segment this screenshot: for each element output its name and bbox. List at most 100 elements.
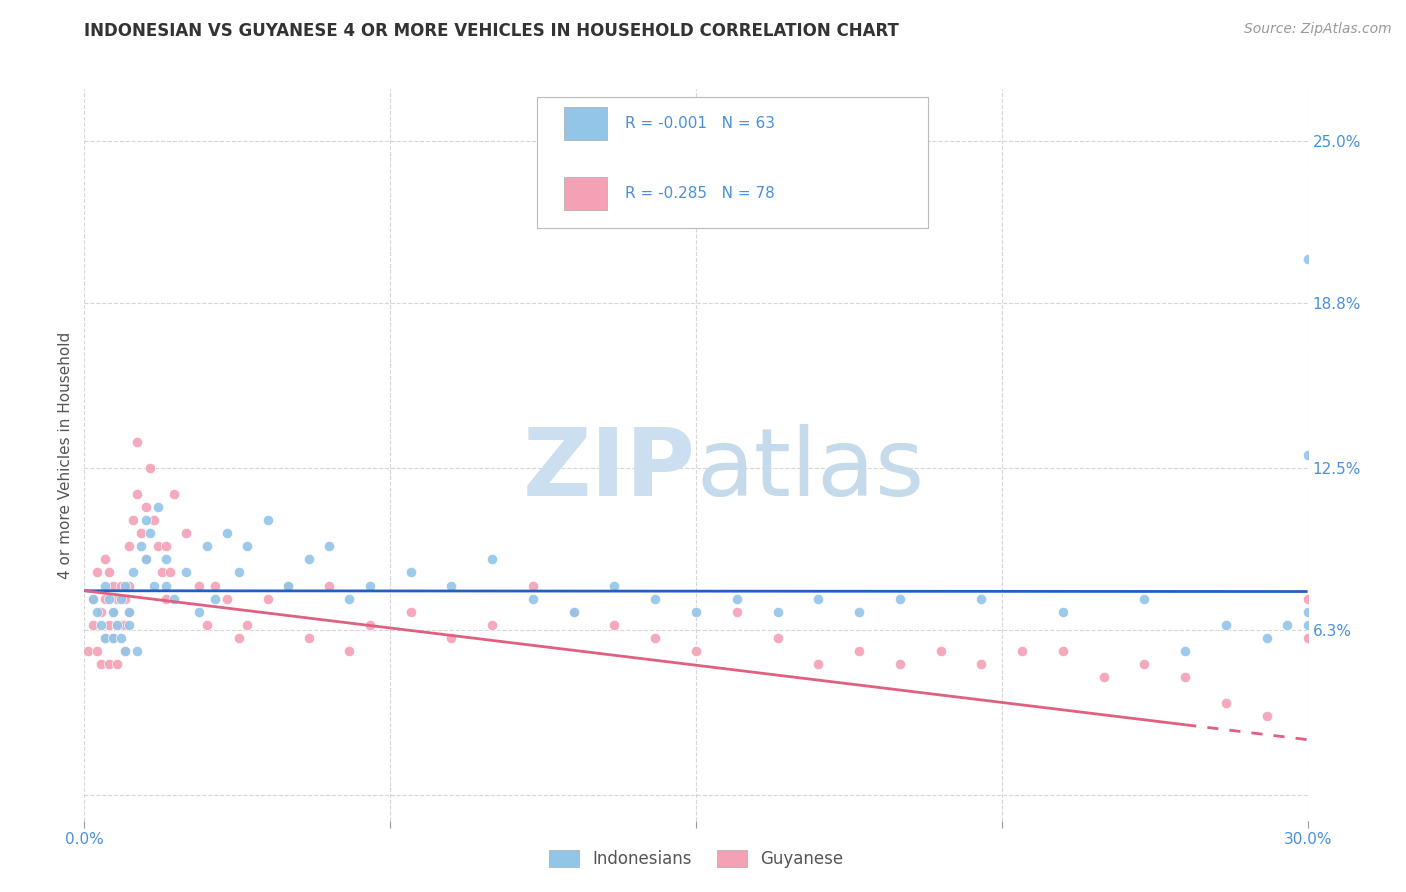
Point [131,539,153,553]
Point [118,539,141,553]
Point [257,513,280,527]
Point [1052,605,1074,619]
Point [138,526,160,541]
Point [228,566,250,580]
Point [86,566,108,580]
Point [122,566,145,580]
Point [522,591,544,606]
Point [114,578,136,592]
Point [1296,252,1319,266]
Point [359,578,381,592]
Point [766,605,789,619]
Text: Source: ZipAtlas.com: Source: ZipAtlas.com [1244,22,1392,37]
Point [93,631,115,645]
Bar [564,177,606,210]
Point [93,552,115,566]
Point [142,578,165,592]
Point [603,617,626,632]
Point [725,605,748,619]
Point [82,617,104,632]
Point [522,578,544,592]
Point [195,539,218,553]
Point [163,487,186,501]
Point [105,617,128,632]
Point [440,631,463,645]
Point [131,526,153,541]
Point [135,500,157,515]
Point [146,539,169,553]
Point [970,591,993,606]
Point [807,591,830,606]
Point [93,631,115,645]
Point [298,631,321,645]
Point [1296,591,1319,606]
Point [82,591,104,606]
Point [481,552,503,566]
Point [97,617,120,632]
Point [399,566,422,580]
Point [118,605,141,619]
Point [90,657,112,671]
Point [481,617,503,632]
Point [77,644,100,658]
Point [1174,644,1197,658]
Point [105,657,128,671]
Point [97,657,120,671]
Point [848,644,870,658]
Point [399,605,422,619]
Point [644,591,666,606]
Point [127,644,149,658]
Point [1296,617,1319,632]
Point [155,591,177,606]
Point [1296,605,1319,619]
Point [1256,709,1278,723]
Point [187,578,209,592]
Point [146,500,169,515]
Point [1215,696,1237,710]
Point [339,591,360,606]
Point [127,487,149,501]
Point [228,631,250,645]
Text: atlas: atlas [696,424,924,516]
Point [174,566,197,580]
Text: ZIP: ZIP [523,424,696,516]
Point [122,513,145,527]
Point [318,539,340,553]
Point [90,605,112,619]
Text: R = -0.001   N = 63: R = -0.001 N = 63 [626,117,775,131]
Point [118,578,141,592]
Point [1133,591,1156,606]
Point [97,566,120,580]
Point [440,578,463,592]
Point [97,591,120,606]
Point [174,526,197,541]
Point [105,591,128,606]
Point [1011,644,1033,658]
Text: R = -0.285   N = 78: R = -0.285 N = 78 [626,186,775,201]
Point [359,617,381,632]
FancyBboxPatch shape [537,96,928,228]
Point [562,605,585,619]
Point [127,434,149,449]
Point [1133,657,1156,671]
Point [257,591,280,606]
Point [1277,617,1299,632]
Point [110,617,132,632]
Point [766,631,789,645]
Bar [564,108,606,140]
Point [807,657,830,671]
Point [138,461,160,475]
Point [155,539,177,553]
Point [105,617,128,632]
Point [725,591,748,606]
Point [135,513,157,527]
Point [848,605,870,619]
Point [110,591,132,606]
Point [114,644,136,658]
Point [1215,617,1237,632]
Point [236,539,259,553]
Point [118,617,141,632]
Point [1256,631,1278,645]
Point [114,617,136,632]
Point [970,657,993,671]
